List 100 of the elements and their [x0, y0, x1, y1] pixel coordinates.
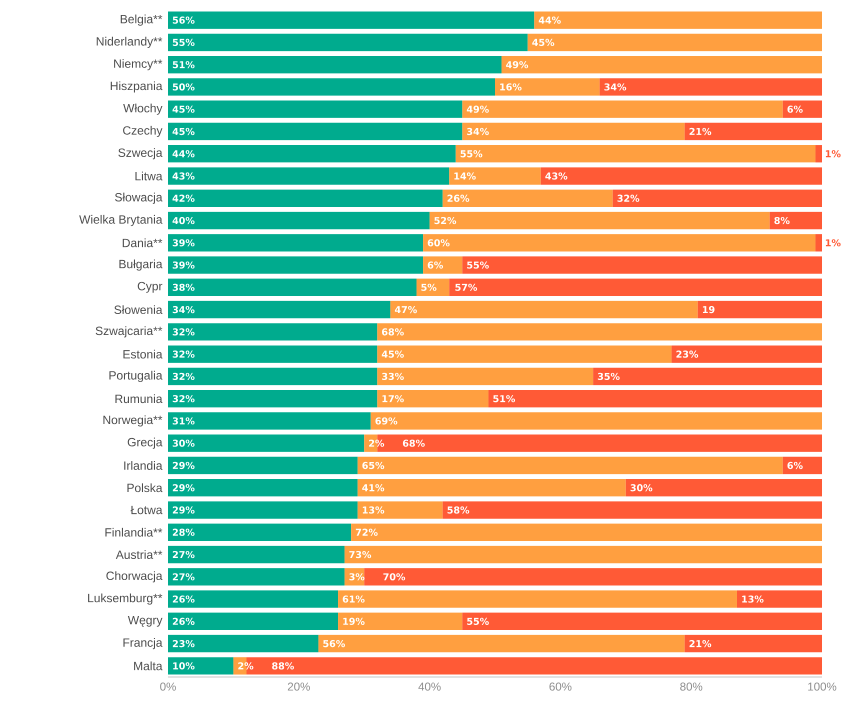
data-label: 51% — [172, 61, 195, 68]
data-label: 2% — [238, 662, 254, 670]
y-tick-label: Czechy — [123, 126, 162, 138]
data-label: 30% — [630, 484, 652, 492]
bar — [782, 456, 822, 474]
y-tick-label: Włochy — [123, 104, 162, 115]
data-label: 69% — [375, 417, 398, 425]
y-tick-label: Bułgaria — [119, 259, 162, 271]
bar — [672, 345, 822, 363]
data-label: 39% — [172, 239, 195, 246]
data-label: 6% — [428, 261, 444, 269]
bar — [442, 190, 613, 207]
y-tick-label: Francja — [123, 638, 162, 650]
data-label: 27% — [172, 573, 195, 580]
data-label: 8% — [774, 216, 790, 224]
data-label: 70% — [383, 573, 406, 580]
bar — [462, 100, 783, 118]
bar — [502, 56, 822, 74]
y-tick-label: Malta — [134, 661, 162, 670]
x-tick-label: 80% — [680, 682, 702, 691]
bar — [168, 122, 462, 140]
x-tick-label: 0% — [160, 682, 176, 691]
bar — [168, 11, 534, 29]
data-label: 55% — [467, 261, 489, 269]
bar — [456, 145, 816, 162]
data-label: 23% — [676, 350, 698, 358]
y-tick-label: Finlandia** — [105, 528, 162, 537]
bar — [168, 100, 462, 118]
data-label: 34% — [604, 83, 626, 91]
data-label: 17% — [382, 395, 404, 402]
bar — [540, 167, 822, 185]
bar — [815, 234, 822, 252]
data-label: 32% — [172, 328, 195, 336]
data-label: 16% — [500, 83, 522, 91]
bar — [168, 568, 345, 586]
bar — [449, 167, 541, 185]
data-label: 68% — [402, 440, 425, 447]
data-label: 35% — [598, 372, 620, 380]
bar — [168, 501, 358, 519]
bar — [168, 56, 502, 74]
bar — [626, 479, 822, 496]
data-label: 42% — [172, 194, 195, 202]
data-label: 51% — [493, 395, 516, 402]
data-label: 32% — [617, 194, 640, 202]
bar — [377, 323, 822, 341]
data-label: 39% — [172, 261, 195, 269]
data-label: 31% — [172, 417, 195, 425]
data-label: 13% — [742, 595, 764, 603]
bar — [495, 78, 600, 96]
bar — [377, 345, 672, 363]
data-label: 3% — [349, 573, 365, 580]
data-label: 34% — [467, 128, 489, 136]
data-label: 49% — [466, 106, 489, 113]
bar — [593, 368, 822, 386]
bar — [168, 323, 378, 341]
data-label: 49% — [506, 61, 528, 68]
data-label: 34% — [172, 306, 195, 314]
bar — [168, 434, 364, 452]
data-label: 55% — [172, 38, 195, 46]
x-tick-label: 20% — [288, 682, 310, 691]
data-label: 1% — [826, 239, 841, 246]
y-tick-label: Grecja — [128, 438, 162, 449]
y-tick-label: Węgry — [128, 616, 162, 627]
y-tick-label: Hiszpania — [110, 81, 162, 93]
bar — [168, 278, 417, 296]
data-label: 65% — [362, 462, 384, 470]
data-label: 29% — [172, 484, 195, 492]
bar — [358, 479, 626, 496]
bar — [168, 479, 358, 496]
data-label: 21% — [690, 128, 712, 136]
data-label: 26% — [172, 595, 195, 603]
bar — [377, 368, 594, 386]
bar — [698, 300, 822, 318]
bar — [358, 456, 783, 474]
data-label: 68% — [382, 328, 404, 336]
data-label: 6% — [787, 106, 803, 113]
bar — [168, 167, 450, 185]
bar — [168, 34, 528, 52]
bar — [168, 390, 378, 408]
bar — [815, 145, 822, 162]
data-label: 45% — [532, 38, 554, 46]
bar — [416, 278, 450, 296]
bar — [168, 78, 496, 96]
bar — [612, 190, 822, 207]
data-label: 73% — [349, 550, 372, 558]
data-label: 40% — [172, 216, 195, 224]
bar — [168, 300, 390, 318]
data-label: 41% — [362, 484, 384, 492]
data-label: 47% — [394, 306, 417, 314]
bar — [168, 657, 234, 675]
y-tick-label: Dania** — [122, 238, 162, 248]
data-label: 38% — [172, 284, 195, 291]
bar — [338, 612, 462, 630]
y-tick-label: Niemcy** — [114, 59, 162, 70]
bar — [168, 456, 358, 474]
data-label: 13% — [362, 506, 384, 514]
data-label: 50% — [172, 83, 195, 91]
data-label: 32% — [172, 395, 195, 402]
data-label: 14% — [454, 172, 476, 180]
bar — [168, 612, 338, 630]
